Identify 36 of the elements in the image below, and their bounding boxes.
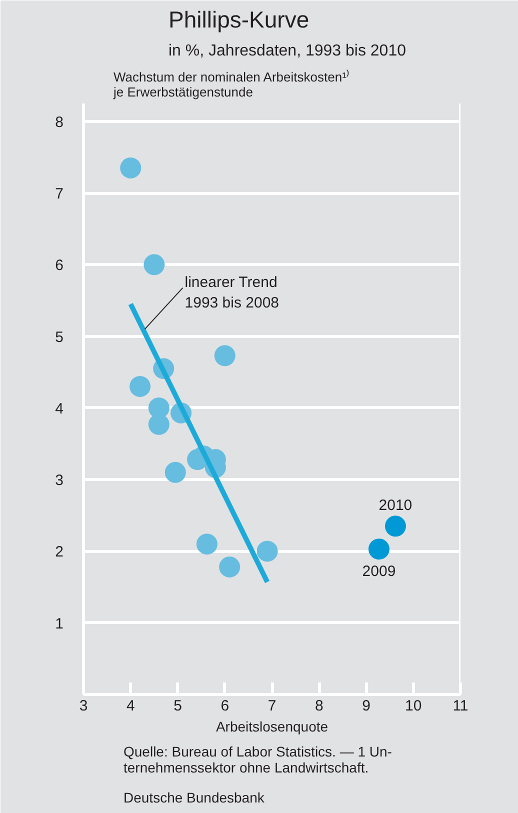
annotation: 2010 xyxy=(378,497,412,514)
x-tick-label: 10 xyxy=(405,698,422,714)
x-axis-title: Arbeitslosenquote xyxy=(216,718,328,734)
chart-subtitle: in %, Jahresdaten, 1993 bis 2010 xyxy=(168,42,406,60)
chart-title: Phillips-Kurve xyxy=(168,6,310,32)
point xyxy=(368,538,390,560)
point xyxy=(130,376,151,397)
x-tick-label: 6 xyxy=(220,698,230,714)
point xyxy=(214,345,236,366)
point xyxy=(144,254,165,276)
y-tick-label: 2 xyxy=(55,544,64,561)
point xyxy=(384,516,406,537)
x-tick-label: 11 xyxy=(452,698,468,714)
x-tick-label: 9 xyxy=(362,698,370,714)
y-tick-label: 7 xyxy=(55,186,64,203)
text: Deutsche Bundesbank xyxy=(124,790,266,806)
y-tick-label: 8 xyxy=(55,114,64,131)
point xyxy=(120,157,142,178)
point xyxy=(256,540,278,562)
x-tick-label: 3 xyxy=(79,698,88,714)
annotation: 2009 xyxy=(362,563,396,580)
annotation: linearer Trend 1993 bis 2008 xyxy=(184,274,280,312)
y-axis-title: Wachstum der nominalen Arbeitskosten¹⁾ je Erwerbstätigenstunde xyxy=(112,70,350,100)
y-tick-label: 6 xyxy=(55,257,64,274)
x-tick-label: 8 xyxy=(314,698,324,714)
y-tick-label: 5 xyxy=(55,328,64,346)
y-tick-label: 1 xyxy=(55,615,64,632)
x-tick-label: 7 xyxy=(268,698,276,714)
x-tick-label: 5 xyxy=(174,698,182,714)
point xyxy=(196,534,218,555)
x-tick-label: 4 xyxy=(126,698,135,714)
y-tick-label: 3 xyxy=(55,472,64,490)
source-note: Quelle: Bureau of Labor Statistics. — 1 Un- ternehmenssektor ohne Landwirtschaft. xyxy=(124,744,392,776)
point xyxy=(164,462,186,483)
point xyxy=(219,556,240,578)
y-tick-label: 4 xyxy=(55,400,64,418)
